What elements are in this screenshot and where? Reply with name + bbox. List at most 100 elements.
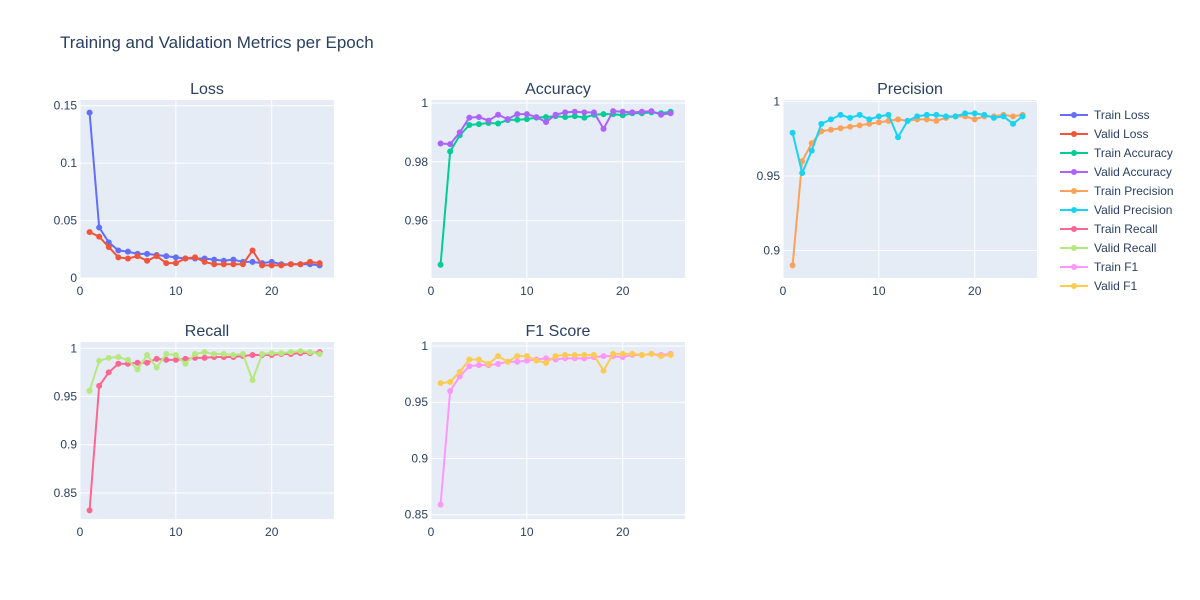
data-point [514,353,521,360]
data-point [86,507,93,514]
data-point [437,261,444,268]
data-point [904,117,911,124]
data-point [571,351,578,358]
data-point [466,356,473,363]
data-point [287,349,294,356]
y-tick-label: 0.85 [405,508,429,522]
data-point [875,119,882,126]
y-tick-label: 0.95 [757,169,781,183]
legend-item-valid-f1[interactable]: Valid F1 [1060,279,1137,293]
data-point [923,111,930,118]
legend-label: Valid Accuracy [1094,165,1172,179]
data-point [971,110,978,117]
legend-item-valid-recall[interactable]: Valid Recall [1060,241,1156,255]
data-point [134,253,141,260]
data-point [456,368,463,375]
y-tick-label: 0.1 [60,156,77,170]
data-point [523,111,530,118]
legend-item-valid-loss[interactable]: Valid Loss [1060,127,1148,141]
data-point [837,125,844,132]
data-point [856,111,863,118]
data-point [837,111,844,118]
y-tick-label: 0.96 [405,214,429,228]
data-point [981,111,988,118]
subplot-loss: 0 10 20 0 0.05 0.1 0.15 Loss [54,81,334,298]
series-valid-f1 [437,350,674,387]
x-tick-label: 0 [780,284,787,298]
y-tick-label: 0.98 [405,155,429,169]
data-point [485,360,492,367]
data-point [96,233,103,240]
data-point [211,351,218,358]
legend-label: Valid Precision [1094,203,1172,217]
data-point [895,134,902,141]
data-point [495,360,502,367]
legend-item-train-loss[interactable]: Train Loss [1060,108,1150,122]
data-point [115,247,122,254]
data-point [230,352,237,359]
data-point [818,120,825,127]
legend-item-train-recall[interactable]: Train Recall [1060,222,1158,236]
legend-item-train-f1[interactable]: Train F1 [1060,260,1139,274]
data-point [504,116,511,123]
data-point [1019,113,1026,120]
subplot-title: Accuracy [525,81,591,98]
data-point [581,351,588,358]
data-point [495,111,502,118]
data-point [163,351,170,358]
data-point [115,254,122,261]
data-point [1000,113,1007,120]
data-point [914,113,921,120]
data-point [875,113,882,120]
subplot-accuracy: 0 10 20 0.96 0.98 1 Accuracy [405,81,685,298]
data-point [201,349,208,356]
data-point [658,111,665,118]
data-point [971,116,978,123]
data-point [600,353,607,360]
legend-item-valid-precision[interactable]: Valid Precision [1060,203,1172,217]
data-point [514,111,521,118]
data-point [600,367,607,374]
subplot-title: F1 Score [526,323,591,340]
legend-marker [1071,226,1077,232]
data-point [667,351,674,358]
legend-item-train-accuracy[interactable]: Train Accuracy [1060,146,1173,160]
data-point [789,262,796,269]
legend-marker [1071,245,1077,251]
data-point [619,350,626,357]
data-point [172,260,179,267]
data-point [827,126,834,133]
data-point [163,356,170,363]
legend-marker [1071,283,1077,289]
data-point [866,116,873,123]
data-point [789,129,796,136]
data-point [115,353,122,360]
y-tick-label: 1 [773,94,780,108]
data-point [952,113,959,120]
data-point [201,354,208,361]
y-tick-label: 0.9 [411,451,428,465]
legend-label: Valid F1 [1094,279,1137,293]
data-point [268,350,275,357]
y-tick-label: 0 [70,271,77,285]
legend-label: Train F1 [1094,260,1139,274]
data-point [866,120,873,127]
data-point [447,148,454,155]
data-point [96,357,103,364]
data-point [514,358,521,365]
data-point [581,109,588,116]
data-point [600,111,607,118]
legend-item-train-precision[interactable]: Train Precision [1060,184,1174,198]
x-tick-label: 10 [520,525,534,539]
legend-item-valid-accuracy[interactable]: Valid Accuracy [1060,165,1172,179]
subplot-f1-score: 0 10 20 0.85 0.9 0.95 1 F1 Score [405,323,685,539]
subplot-title: Recall [185,323,229,340]
data-point [1010,113,1017,120]
data-point [523,353,530,360]
legend-label: Valid Recall [1094,241,1156,255]
data-point [475,121,482,128]
data-point [192,254,199,261]
data-point [475,362,482,369]
data-point [562,351,569,358]
